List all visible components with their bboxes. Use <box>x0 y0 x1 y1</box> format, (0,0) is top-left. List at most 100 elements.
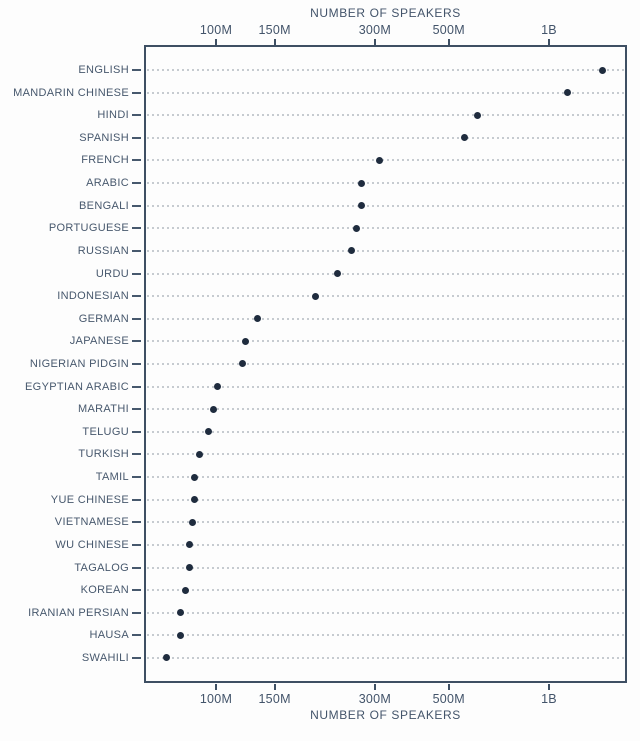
data-point-dot <box>242 337 250 345</box>
category-label: HAUSA <box>89 629 129 642</box>
x-axis-tick-label: 150M <box>258 23 291 37</box>
category-tick-mark <box>132 476 141 479</box>
x-axis-tick-mark <box>215 684 217 690</box>
data-point-dot <box>238 360 246 368</box>
data-point-dot <box>357 202 365 210</box>
x-axis-tick-label: 500M <box>432 692 465 706</box>
dotted-leader-line <box>147 69 624 71</box>
data-point-dot <box>176 631 184 639</box>
dotted-leader-line <box>147 385 624 388</box>
category-label: PORTUGUESE <box>48 222 129 235</box>
x-axis-tick-mark <box>447 684 450 690</box>
category-label: JAPANESE <box>69 335 129 348</box>
x-axis-tick-label: 300M <box>358 692 392 706</box>
x-axis-tick-mark <box>373 39 376 45</box>
x-axis-tick-mark <box>548 684 550 690</box>
category-tick-mark <box>132 159 141 162</box>
data-point-dot <box>564 89 572 97</box>
category-tick-mark <box>132 408 141 411</box>
category-label: TURKISH <box>78 448 129 461</box>
category-label: SPANISH <box>79 131 129 144</box>
data-point-dot <box>182 586 190 594</box>
dotted-leader-line <box>147 362 624 365</box>
dotted-leader-line <box>147 204 624 207</box>
dotted-leader-line <box>147 249 624 252</box>
x-axis-tick-mark <box>215 39 217 45</box>
data-point-dot <box>185 541 193 549</box>
data-point-dot <box>376 156 384 164</box>
data-point-dot <box>473 111 481 119</box>
category-tick-mark <box>132 136 141 139</box>
data-point-dot <box>190 496 198 504</box>
category-label: VIETNAMESE <box>54 516 129 529</box>
category-label: YUE CHINESE <box>50 493 129 506</box>
category-label: NIGERIAN PIDGIN <box>29 357 129 370</box>
dotted-leader-line <box>147 114 624 117</box>
dotted-leader-line <box>147 498 624 501</box>
dotted-leader-line <box>147 317 624 320</box>
x-axis-title-bottom: NUMBER OF SPEAKERS <box>310 708 461 722</box>
dotted-leader-line <box>147 521 624 524</box>
category-tick-mark <box>132 272 141 275</box>
category-tick-mark <box>132 227 141 230</box>
data-point-dot <box>195 450 203 458</box>
dotted-leader-line <box>147 476 624 479</box>
category-tick-mark <box>132 91 141 94</box>
category-label: TAMIL <box>95 471 129 484</box>
x-axis-tick-label: 1B <box>541 23 557 37</box>
data-point-dot <box>177 609 185 617</box>
category-label: SWAHILI <box>81 651 129 664</box>
x-axis-tick-mark <box>273 684 276 690</box>
category-tick-mark <box>132 453 141 456</box>
data-point-dot <box>205 428 213 436</box>
data-point-dot <box>347 247 355 255</box>
dotted-leader-line <box>147 91 624 94</box>
category-tick-mark <box>132 589 141 592</box>
data-point-dot <box>461 134 469 142</box>
category-label: URDU <box>95 267 129 280</box>
data-point-dot <box>185 564 193 572</box>
category-label: FRENCH <box>81 154 129 167</box>
category-label: TAGALOG <box>74 561 129 574</box>
category-tick-mark <box>132 182 141 185</box>
data-point-dot <box>213 383 221 391</box>
category-label: TELUGU <box>82 425 129 438</box>
category-tick-mark <box>132 498 141 501</box>
category-label: ARABIC <box>86 177 129 190</box>
category-label: RUSSIAN <box>77 244 129 257</box>
dotted-leader-line <box>147 430 624 433</box>
data-point-dot <box>358 179 366 187</box>
dotted-leader-line <box>147 159 624 162</box>
category-label: MANDARIN CHINESE <box>13 86 129 99</box>
x-axis-tick-label: 1B <box>541 692 557 706</box>
category-tick-mark <box>132 249 141 252</box>
category-tick-mark <box>132 521 141 524</box>
category-label: KOREAN <box>80 584 129 597</box>
dotted-leader-line <box>147 136 624 139</box>
dotted-leader-line <box>147 340 624 343</box>
dotted-leader-line <box>147 543 624 546</box>
category-label: WU CHINESE <box>55 538 129 551</box>
category-label: INDONESIAN <box>57 290 129 303</box>
category-tick-mark <box>132 317 141 320</box>
category-tick-mark <box>132 430 141 433</box>
dotted-leader-line <box>147 589 624 592</box>
category-tick-mark <box>132 385 141 388</box>
x-axis-tick-label: 100M <box>199 23 233 37</box>
category-label: HINDI <box>97 109 129 122</box>
x-axis-tick-label: 500M <box>432 23 465 37</box>
data-point-dot <box>190 473 198 481</box>
dotted-leader-line <box>147 182 624 185</box>
dotted-leader-line <box>147 272 624 275</box>
dotted-leader-line <box>147 453 624 456</box>
category-tick-mark <box>132 566 141 569</box>
category-tick-mark <box>132 340 141 343</box>
category-tick-mark <box>132 362 141 365</box>
data-point-dot <box>253 315 261 323</box>
dotted-leader-line <box>147 566 624 569</box>
category-label: EGYPTIAN ARABIC <box>25 380 129 393</box>
category-tick-mark <box>132 69 141 71</box>
dotted-leader-line <box>147 408 624 411</box>
data-point-dot <box>312 292 320 300</box>
